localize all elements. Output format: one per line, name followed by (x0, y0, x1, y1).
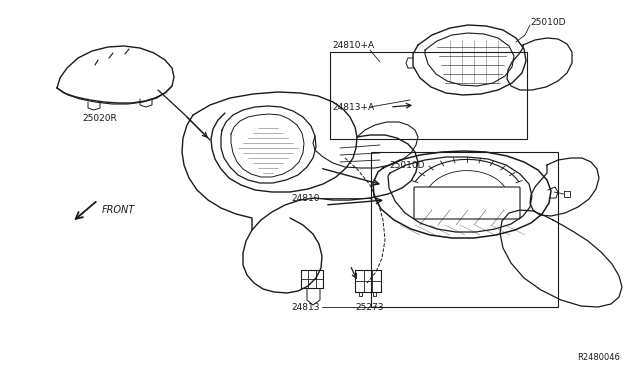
Text: 25010D: 25010D (389, 160, 424, 170)
Text: 24810: 24810 (291, 193, 320, 202)
Text: 24813: 24813 (291, 302, 320, 311)
Bar (371, 152, 558, 307)
Text: 24810+A: 24810+A (332, 41, 374, 49)
Bar (330, 52, 527, 139)
Text: R2480046: R2480046 (577, 353, 620, 362)
Text: FRONT: FRONT (102, 205, 135, 215)
Text: 25010D: 25010D (530, 17, 566, 26)
Text: 24813+A: 24813+A (332, 103, 374, 112)
Text: 25273: 25273 (355, 304, 383, 312)
Text: 25020R: 25020R (82, 113, 116, 122)
